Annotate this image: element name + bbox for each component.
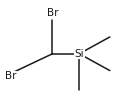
- Text: Br: Br: [47, 8, 58, 18]
- Text: Si: Si: [75, 49, 84, 59]
- Text: Br: Br: [5, 71, 16, 81]
